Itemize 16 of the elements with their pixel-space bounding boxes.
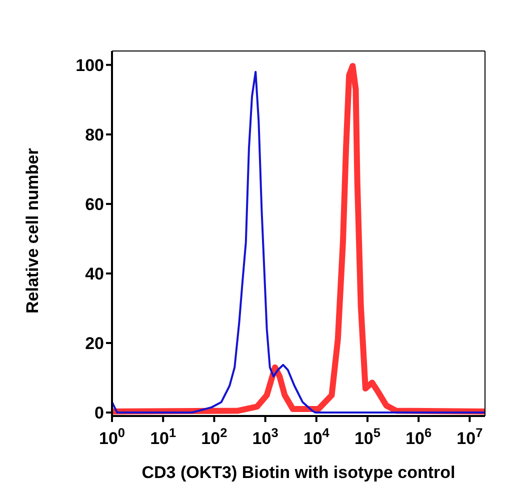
x-axis-title: CD3 (OKT3) Biotin with isotype control bbox=[142, 463, 456, 482]
x-tick-label: 10$^{1}$ bbox=[150, 424, 176, 448]
y-tick-label: 60 bbox=[85, 194, 104, 214]
x-tick-label: 10$^{0}$ bbox=[98, 424, 126, 448]
x-tick-label: 10$^{6}$ bbox=[406, 424, 432, 448]
y-tick-label: 80 bbox=[85, 125, 104, 144]
y-tick-label: 100 bbox=[76, 56, 104, 75]
x-tick-label: 10$^{3}$ bbox=[252, 424, 278, 448]
x-tick-label: 10$^{7}$ bbox=[456, 424, 483, 448]
y-axis-title: Relative cell number bbox=[23, 148, 42, 314]
y-tick-label: 20 bbox=[85, 334, 104, 354]
x-tick-label: 10$^{2}$ bbox=[201, 424, 228, 448]
x-tick-label: 10$^{4}$ bbox=[303, 424, 330, 448]
y-tick-label: 40 bbox=[85, 264, 104, 284]
x-tick-label: 10$^{5}$ bbox=[354, 424, 380, 448]
y-tick-label: 0 bbox=[94, 404, 104, 423]
